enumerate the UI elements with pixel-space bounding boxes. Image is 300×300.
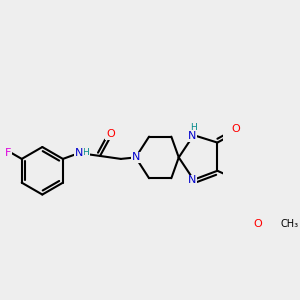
Text: O: O	[232, 124, 240, 134]
Text: H: H	[82, 148, 89, 157]
Text: O: O	[254, 219, 262, 229]
Text: CH₃: CH₃	[280, 219, 298, 229]
Text: N: N	[188, 131, 196, 141]
Text: F: F	[4, 148, 11, 158]
Text: N: N	[131, 152, 140, 162]
Text: N: N	[188, 176, 196, 185]
Text: O: O	[106, 129, 115, 140]
Text: H: H	[190, 123, 197, 132]
Text: N: N	[75, 148, 83, 158]
